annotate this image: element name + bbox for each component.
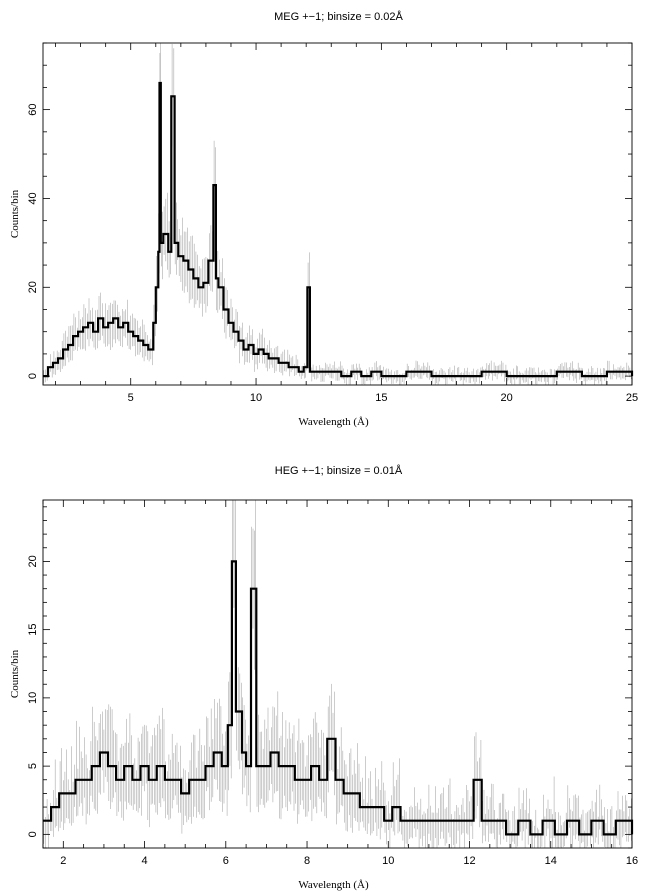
heg-x-tick-label: 10 [382,855,394,867]
meg-x-tick-label: 10 [250,392,262,404]
meg-x-tick-label: 25 [626,392,638,404]
heg-panel: 2 4 6 8 10 12 14 16 0 5 10 15 20 HEG +−1; binsize = 0… [9,464,638,891]
meg-y-tick-label: 40 [27,192,39,204]
heg-x-tick-label: 12 [463,855,475,867]
meg-y-tick-label: 20 [27,281,39,293]
heg-plot-frame [42,499,633,849]
meg-x-axis-label: Wavelength (Å) [298,416,369,428]
heg-x-tick-label: 6 [223,855,229,867]
meg-x-tick-label: 15 [375,392,387,404]
meg-y-axis-label: Counts/bin [9,189,21,238]
heg-x-tick-label: 2 [60,855,66,867]
heg-y-tick-label: 10 [27,692,39,704]
meg-plot-frame [42,42,633,386]
heg-y-tick-label: 15 [27,624,39,636]
meg-histogram-line [43,81,634,378]
heg-y-tick-label: 0 [27,831,39,837]
heg-x-tick-label: 14 [545,855,557,867]
heg-y-tick-label: 5 [27,763,39,769]
heg-title: HEG +−1; binsize = 0.01Å [275,464,403,477]
heg-x-tick-label: 16 [626,855,638,867]
heg-x-tick-label: 4 [141,855,147,867]
meg-x-tick-label: 20 [501,392,513,404]
heg-x-axis-label: Wavelength (Å) [298,879,369,891]
heg-y-axis-label: Counts/bin [9,649,21,698]
meg-y-tick-label: 0 [27,373,39,379]
meg-y-tick-label: 60 [27,103,39,115]
meg-x-tick-label: 5 [128,392,134,404]
heg-error-bars [43,500,632,848]
meg-error-bars [43,43,632,385]
heg-y-tick-label: 20 [27,555,39,567]
meg-title: MEG +−1; binsize = 0.02Å [274,10,403,23]
heg-x-tick-label: 8 [304,855,310,867]
meg-panel: 5 10 15 20 25 0 20 40 60 MEG +−1; binsize = 0.02Å… [9,10,638,428]
heg-histogram-line [43,560,634,836]
